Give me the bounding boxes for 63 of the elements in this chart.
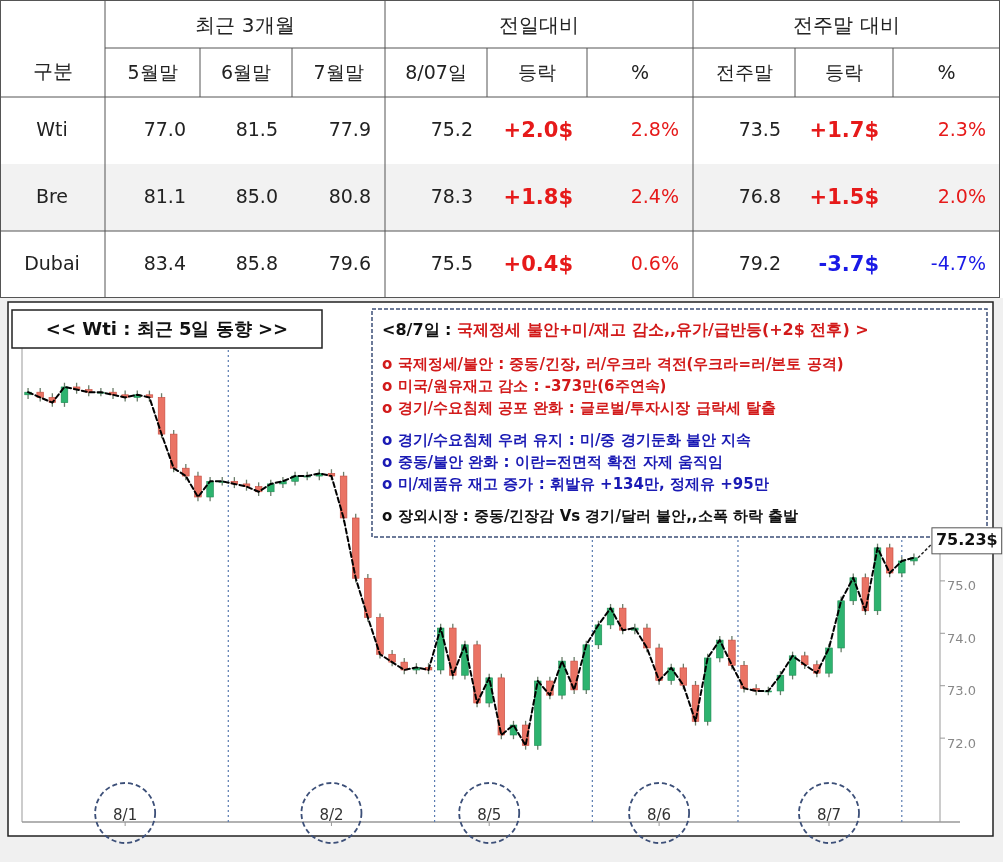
- text: 2.8%: [630, 118, 679, 140]
- text: 79.2: [738, 252, 781, 274]
- text: +2.0$: [503, 117, 573, 142]
- annotation: o 경기/수요침체 공포 완화 : 글로벌/투자시장 급락세 탈출: [382, 398, 776, 417]
- category-label: 8/07일: [405, 60, 467, 83]
- text: +1.5$: [809, 184, 879, 209]
- text: +0.4$: [503, 251, 573, 276]
- text: -3.7$: [818, 251, 879, 276]
- category-label: 5월말: [127, 60, 178, 83]
- category-label: Dubai: [24, 252, 80, 274]
- category-label: Wti: [36, 118, 68, 140]
- x-tick-label: 8/1: [113, 805, 138, 824]
- annotation: o 미국/원유재고 감소 : -373만(6주연속): [382, 376, 667, 395]
- category-label: 7월말: [313, 60, 364, 83]
- text: -4.7%: [930, 252, 986, 274]
- category-label: %: [937, 60, 956, 83]
- text: 73.5: [738, 118, 781, 140]
- y-tick-label: 74.0: [947, 630, 976, 646]
- chart-title: << Wti : 최근 5일 동향 >>: [45, 318, 289, 339]
- text: 2.0%: [937, 185, 986, 207]
- text: 국제정세 불안+미/재고 감소,,유가/급반등(+2$ 전후) >: [457, 319, 869, 339]
- text: 81.5: [235, 118, 278, 140]
- y-tick-label: 73.0: [947, 683, 976, 699]
- text: 85.0: [235, 185, 278, 207]
- text: <8/7일 :: [382, 319, 452, 339]
- category-label: Bre: [35, 185, 69, 207]
- text: 전주말 대비: [793, 12, 900, 37]
- text: 79.6: [328, 252, 371, 274]
- text: 76.8: [738, 185, 781, 207]
- text: 구분: [32, 58, 73, 83]
- annotation: o 국제정세/불안 : 중동/긴장, 러/우크라 격전(우크라=러/본토 공격): [382, 354, 844, 373]
- text: +1.8$: [503, 184, 573, 209]
- annotation: o 장외시장 : 중동/긴장감 Vs 경기/달러 불안,,소폭 하락 출발: [382, 506, 798, 525]
- text: 75.23$: [935, 530, 998, 550]
- x-tick-label: 8/7: [816, 805, 842, 824]
- text: 2.3%: [937, 118, 986, 140]
- annotation: o 경기/수요침체 우려 유지 : 미/중 경기둔화 불안 지속: [382, 430, 752, 449]
- category-label: 등락: [518, 60, 556, 83]
- y-tick-label: 75.0: [947, 578, 976, 594]
- category-label: %: [630, 60, 650, 83]
- annotation: o 중동/불안 완화 : 이란=전면적 확전 자제 움직임: [382, 452, 723, 471]
- text: 최근 3개월: [195, 12, 295, 37]
- category-label: 6월말: [220, 60, 272, 83]
- text: 75.5: [430, 252, 473, 274]
- y-tick-label: 72.0: [947, 735, 976, 751]
- text: 85.8: [235, 252, 278, 274]
- text: 전일대비: [499, 12, 579, 37]
- text: 78.3: [430, 185, 473, 207]
- text: 81.1: [143, 185, 186, 207]
- x-tick-label: 8/5: [477, 805, 502, 824]
- category-label: 등락: [825, 60, 863, 83]
- text: 80.8: [328, 185, 371, 207]
- x-tick-label: 8/6: [647, 805, 672, 824]
- annotation: o 미/제품유 재고 증가 : 휘발유 +134만, 정제유 +95만: [382, 474, 769, 493]
- text: 77.9: [328, 118, 371, 140]
- text: 83.4: [143, 252, 186, 274]
- category-label: 전주말: [715, 60, 773, 83]
- text: 77.0: [143, 118, 186, 140]
- text: 2.4%: [630, 185, 679, 207]
- text: 0.6%: [630, 252, 679, 274]
- text: 75.2: [430, 118, 473, 140]
- text: +1.7$: [809, 117, 879, 142]
- x-tick-label: 8/2: [319, 805, 344, 824]
